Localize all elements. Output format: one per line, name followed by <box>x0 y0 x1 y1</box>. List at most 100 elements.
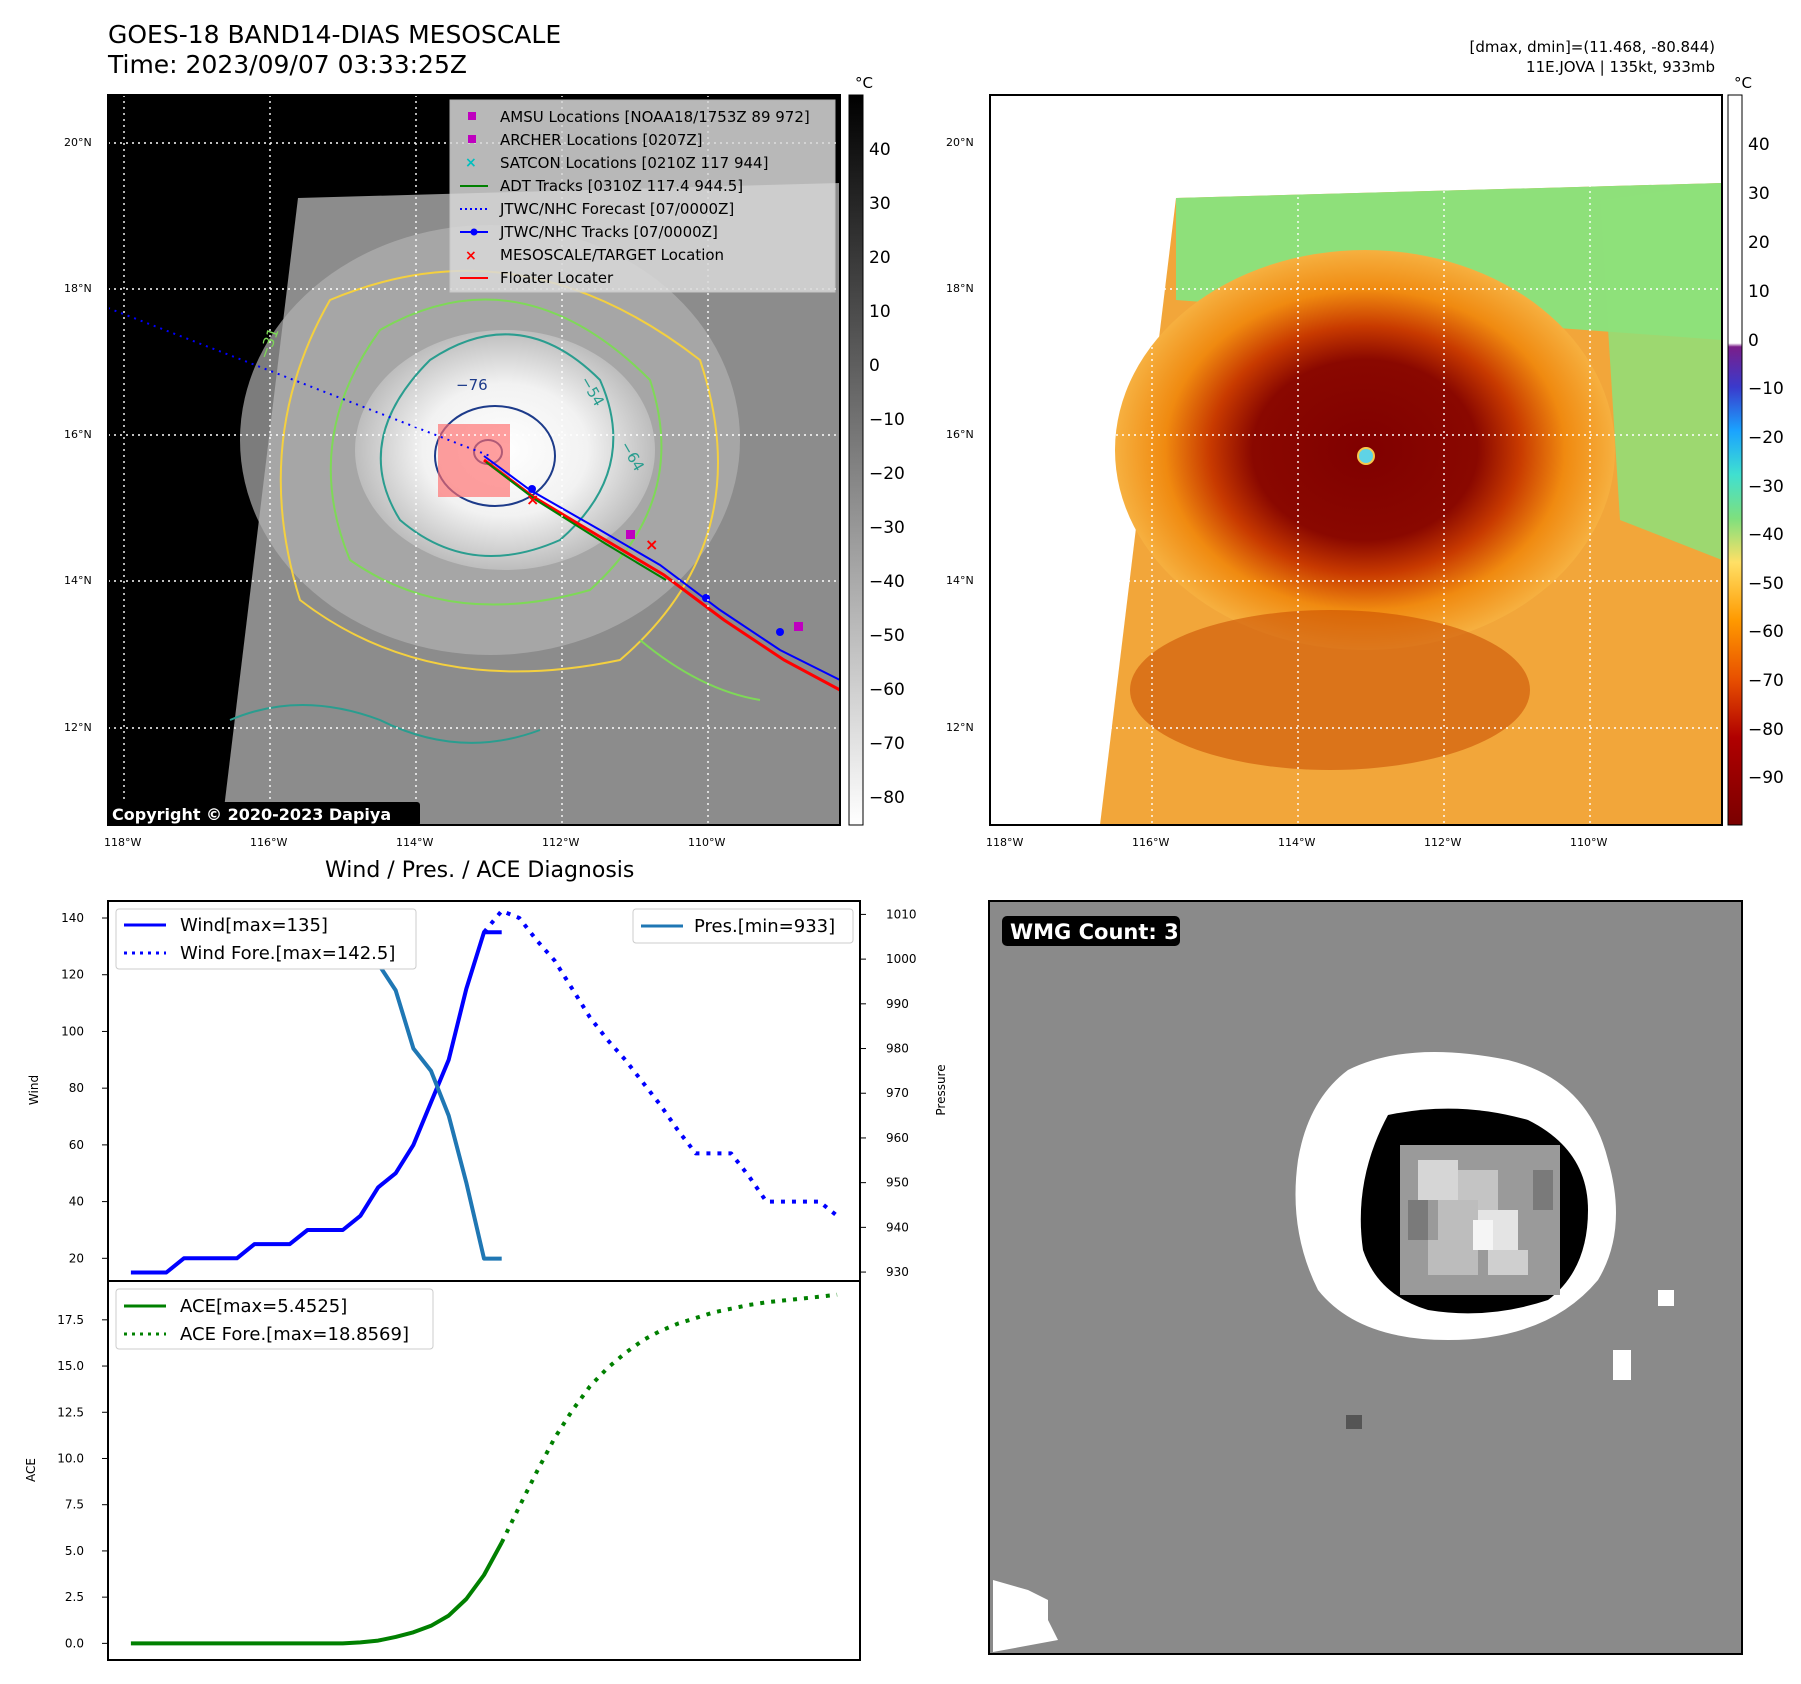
left-lat-16: 16°N <box>64 428 92 441</box>
left-lon-112: 112°W <box>542 836 580 849</box>
wmg-corner-patch <box>993 1580 1058 1652</box>
right-lat-18: 18°N <box>946 282 974 295</box>
right-colorbar-unit: °C <box>1734 74 1752 92</box>
legend-forecast: JTWC/NHC Forecast [07/0000Z] <box>499 200 734 218</box>
pressure-ytick-label: 960 <box>886 1131 909 1145</box>
ace-series-line-0 <box>130 1541 504 1646</box>
left-cb-tick: −10 <box>869 410 905 430</box>
wind-axis-label: Wind <box>27 1075 41 1105</box>
legend-ace-fore: ACE Fore.[max=18.8569] <box>180 1324 409 1345</box>
pressure-ytick-label: 990 <box>886 997 909 1011</box>
left-lat-18: 18°N <box>64 282 92 295</box>
wind-legend: Wind[max=135] Wind Fore.[max=142.5] <box>115 908 417 970</box>
wind-ytick-label: 80 <box>69 1081 84 1095</box>
left-cb-tick: −40 <box>869 572 905 592</box>
right-cb-tick: −40 <box>1748 525 1784 545</box>
right-cb-tick: −30 <box>1748 477 1784 497</box>
right-cb-tick: −10 <box>1748 379 1784 399</box>
adt-track <box>485 461 667 581</box>
left-map-legend: × × AMSU Locations [NOAA18/1753Z 89 972]… <box>449 99 836 293</box>
pressure-ytick-label: 940 <box>886 1220 909 1234</box>
legend-archer: ARCHER Locations [0207Z] <box>500 131 703 149</box>
copyright-text: Copyright © 2020-2023 Dapiya <box>112 805 391 824</box>
wmg-panel: WMG Count: 3 <box>988 900 1743 1655</box>
left-lon-118: 118°W <box>104 836 142 849</box>
right-cb-tick: −20 <box>1748 428 1784 448</box>
ace-series-line-1 <box>499 1292 838 1544</box>
left-cb-tick: −60 <box>869 680 905 700</box>
left-cb-tick: −80 <box>869 788 905 808</box>
pressure-ytick-label: 1010 <box>886 907 917 921</box>
diag-title: Wind / Pres. / ACE Diagnosis <box>325 858 635 883</box>
legend-pressure: Pres.[min=933] <box>694 916 835 937</box>
left-lon-116: 116°W <box>250 836 288 849</box>
pressure-ytick-label: 950 <box>886 1176 909 1190</box>
right-cb-tick: 10 <box>1748 282 1770 302</box>
right-lon-118: 118°W <box>986 836 1024 849</box>
left-cb-tick: 10 <box>869 302 891 322</box>
right-colorbar <box>1727 94 1743 826</box>
left-cb-tick: −30 <box>869 518 905 538</box>
right-gridlines <box>990 95 1722 825</box>
right-cb-tick: −70 <box>1748 671 1784 691</box>
right-cb-tick: −80 <box>1748 720 1784 740</box>
right-lat-20: 20°N <box>946 136 974 149</box>
wmg-count-badge: WMG Count: 3 <box>1010 920 1179 944</box>
legend-ace: ACE[max=5.4525] <box>180 1296 347 1317</box>
left-cb-tick: 20 <box>869 248 891 268</box>
right-lat-16: 16°N <box>946 428 974 441</box>
ace-ytick-label: 15.0 <box>57 1359 84 1373</box>
pressure-ytick-label: 970 <box>886 1086 909 1100</box>
pressure-ytick-label: 930 <box>886 1265 909 1279</box>
figure-time: Time: 2023/09/07 03:33:25Z <box>108 50 467 79</box>
svg-text:×: × <box>645 535 658 554</box>
right-cb-tick: −90 <box>1748 768 1784 788</box>
pressure-axis-label: Pressure <box>934 1064 948 1115</box>
legend-mesoscale: MESOSCALE/TARGET Location <box>500 246 724 264</box>
legend-satcon: SATCON Locations [0210Z 117 944] <box>500 154 768 172</box>
left-cb-tick: −50 <box>869 626 905 646</box>
pressure-legend: Pres.[min=933] <box>632 908 854 944</box>
ace-ytick-label: 12.5 <box>57 1405 84 1419</box>
ace-ytick-label: 17.5 <box>57 1313 84 1327</box>
wind-ytick-label: 120 <box>61 968 84 982</box>
left-colorbar-unit: °C <box>855 74 873 92</box>
left-cb-tick: 40 <box>869 140 891 160</box>
floater-box <box>438 424 510 497</box>
legend-floater: Floater Locater <box>500 269 614 287</box>
stats-line-1: [dmax, dmin]=(11.468, -80.844) <box>1469 38 1715 56</box>
wind-ytick-label: 40 <box>69 1195 84 1209</box>
wmg-core <box>1400 1145 1560 1295</box>
legend-wind: Wind[max=135] <box>180 915 328 936</box>
left-satellite-map: × × −76 −64 −54 −31 × × <box>107 94 1743 826</box>
legend-amsu: AMSU Locations [NOAA18/1753Z 89 972] <box>500 108 810 126</box>
figure-title: GOES-18 BAND14-DIAS MESOSCALE <box>108 20 562 49</box>
right-lon-112: 112°W <box>1424 836 1462 849</box>
ace-ytick-label: 5.0 <box>65 1544 84 1558</box>
wind-ytick-label: 20 <box>69 1251 84 1265</box>
wind-ytick-label: 140 <box>61 911 84 925</box>
ace-legend: ACE[max=5.4525] ACE Fore.[max=18.8569] <box>115 1288 434 1350</box>
right-lon-116: 116°W <box>1132 836 1170 849</box>
right-cb-tick: 0 <box>1748 331 1759 351</box>
ace-ytick-label: 10.0 <box>57 1451 84 1465</box>
ace-ytick-label: 2.5 <box>65 1590 84 1604</box>
stats-line-2: 11E.JOVA | 135kt, 933mb <box>1526 58 1715 76</box>
left-cb-tick: −70 <box>869 734 905 754</box>
left-cb-tick: 0 <box>869 356 880 376</box>
series-line-0 <box>130 930 502 1275</box>
left-lon-114: 114°W <box>396 836 434 849</box>
right-cb-tick: 40 <box>1748 135 1770 155</box>
ace-axis-label: ACE <box>24 1458 38 1482</box>
legend-jtwc: JTWC/NHC Tracks [07/0000Z] <box>499 223 718 241</box>
wind-ytick-label: 100 <box>61 1024 84 1038</box>
left-lat-20: 20°N <box>64 136 92 149</box>
pressure-ytick-label: 1000 <box>886 952 917 966</box>
left-lat-14: 14°N <box>64 574 92 587</box>
right-lat-12: 12°N <box>946 721 974 734</box>
right-lon-114: 114°W <box>1278 836 1316 849</box>
svg-text:×: × <box>526 490 539 509</box>
left-lat-12: 12°N <box>64 721 92 734</box>
right-cb-tick: −50 <box>1748 574 1784 594</box>
contour-label-1: −76 <box>456 376 488 394</box>
